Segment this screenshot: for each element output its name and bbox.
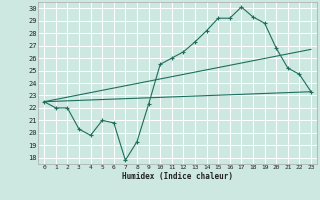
X-axis label: Humidex (Indice chaleur): Humidex (Indice chaleur) bbox=[122, 172, 233, 181]
